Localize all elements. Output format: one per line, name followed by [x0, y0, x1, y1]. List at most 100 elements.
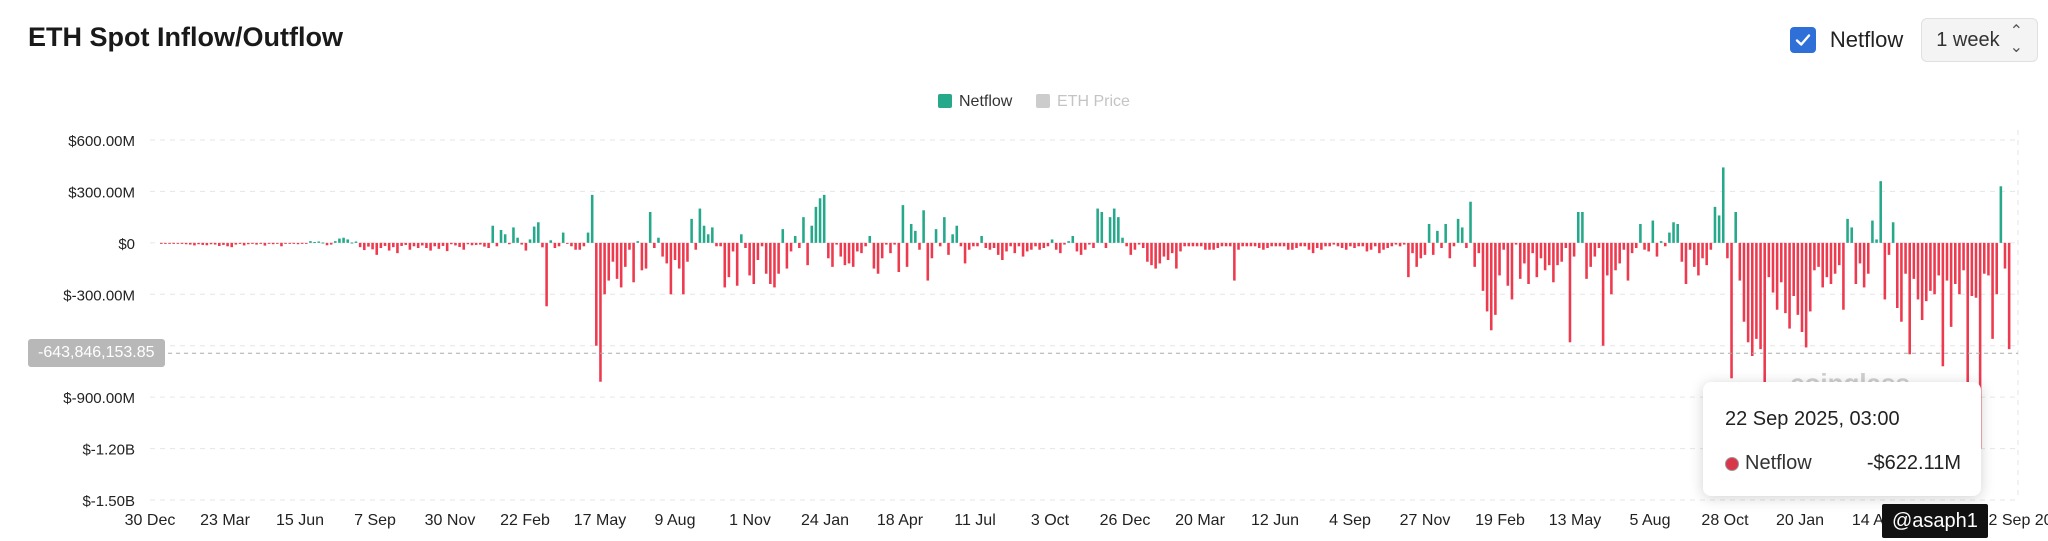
netflow-bar[interactable]: [922, 210, 925, 243]
netflow-bar[interactable]: [1477, 242, 1481, 254]
netflow-bar[interactable]: [1817, 242, 1820, 267]
netflow-bar[interactable]: [404, 242, 408, 245]
netflow-bar[interactable]: [947, 242, 950, 255]
netflow-bar[interactable]: [901, 205, 905, 243]
netflow-bar[interactable]: [748, 242, 751, 276]
netflow-bar[interactable]: [1452, 242, 1456, 247]
netflow-bar[interactable]: [1481, 242, 1485, 291]
netflow-bar[interactable]: [1539, 242, 1543, 259]
netflow-bar[interactable]: [1436, 230, 1439, 243]
netflow-bar[interactable]: [740, 234, 743, 243]
netflow-bar[interactable]: [636, 241, 640, 243]
netflow-bar[interactable]: [1639, 224, 1642, 243]
netflow-bar[interactable]: [1175, 242, 1178, 269]
netflow-bar[interactable]: [1336, 242, 1340, 247]
netflow-bar[interactable]: [2003, 242, 2007, 269]
netflow-bar[interactable]: [392, 242, 395, 248]
netflow-bar[interactable]: [284, 242, 287, 244]
netflow-bar[interactable]: [847, 242, 851, 264]
netflow-bar[interactable]: [1763, 242, 1766, 384]
netflow-bar[interactable]: [1771, 242, 1775, 293]
netflow-bar[interactable]: [1274, 242, 1278, 247]
netflow-bar[interactable]: [2007, 242, 2011, 350]
netflow-bar[interactable]: [1547, 242, 1551, 266]
netflow-bar[interactable]: [1900, 242, 1903, 322]
netflow-bar[interactable]: [1092, 242, 1095, 248]
netflow-bar[interactable]: [632, 242, 635, 283]
netflow-bar[interactable]: [1208, 242, 1211, 250]
netflow-bar[interactable]: [1386, 242, 1389, 248]
netflow-bar[interactable]: [831, 242, 834, 267]
netflow-bar[interactable]: [1908, 242, 1911, 355]
netflow-bar[interactable]: [1792, 242, 1795, 296]
netflow-bar[interactable]: [1937, 242, 1940, 276]
netflow-bar[interactable]: [706, 234, 710, 243]
netflow-bar[interactable]: [532, 226, 536, 243]
netflow-bar[interactable]: [1680, 242, 1684, 262]
netflow-bar[interactable]: [557, 242, 561, 247]
netflow-bar[interactable]: [1568, 242, 1572, 343]
netflow-bar[interactable]: [1543, 242, 1547, 271]
netflow-bar[interactable]: [433, 242, 437, 247]
netflow-bar[interactable]: [760, 242, 764, 247]
netflow-bar[interactable]: [955, 225, 959, 243]
netflow-bar[interactable]: [1245, 242, 1249, 247]
netflow-bar[interactable]: [1100, 212, 1104, 243]
netflow-bar[interactable]: [251, 242, 254, 244]
netflow-bar[interactable]: [1311, 242, 1315, 254]
netflow-bar[interactable]: [880, 242, 884, 259]
netflow-bar[interactable]: [247, 242, 250, 245]
netflow-bar[interactable]: [367, 242, 370, 247]
netflow-bar[interactable]: [835, 242, 838, 245]
netflow-bar[interactable]: [1688, 242, 1692, 250]
netflow-bar[interactable]: [1398, 242, 1402, 247]
netflow-bar[interactable]: [1676, 224, 1679, 243]
netflow-bar[interactable]: [180, 242, 184, 244]
netflow-bar[interactable]: [967, 242, 971, 250]
netflow-bar[interactable]: [1249, 242, 1253, 247]
netflow-bar[interactable]: [1295, 242, 1298, 248]
netflow-bar[interactable]: [1755, 242, 1758, 339]
netflow-bar[interactable]: [317, 241, 321, 243]
netflow-bar[interactable]: [934, 229, 938, 243]
netflow-bar[interactable]: [1531, 242, 1534, 254]
netflow-bar[interactable]: [1170, 242, 1174, 254]
netflow-bar[interactable]: [976, 242, 979, 247]
netflow-bar[interactable]: [213, 242, 217, 245]
netflow-bar[interactable]: [711, 227, 714, 243]
netflow-bar[interactable]: [1738, 242, 1742, 281]
netflow-bar[interactable]: [1945, 242, 1949, 281]
netflow-bar[interactable]: [1286, 242, 1290, 250]
netflow-bar[interactable]: [483, 242, 486, 247]
netflow-bar[interactable]: [305, 242, 308, 244]
netflow-bar[interactable]: [350, 242, 354, 244]
netflow-bar[interactable]: [1655, 242, 1659, 257]
netflow-bar[interactable]: [197, 242, 200, 245]
netflow-bar[interactable]: [450, 242, 453, 245]
netflow-bar[interactable]: [1535, 242, 1539, 278]
netflow-bar[interactable]: [1141, 242, 1145, 248]
netflow-bar[interactable]: [1891, 222, 1895, 243]
netflow-bar[interactable]: [416, 242, 420, 248]
legend-item[interactable]: ETH Price: [1036, 93, 1130, 110]
netflow-bar[interactable]: [288, 242, 292, 244]
netflow-bar[interactable]: [512, 227, 515, 243]
netflow-bar[interactable]: [839, 242, 843, 257]
netflow-bar[interactable]: [1605, 242, 1609, 276]
netflow-bar[interactable]: [818, 198, 822, 243]
netflow-bar[interactable]: [731, 242, 735, 252]
netflow-bar[interactable]: [1042, 242, 1046, 248]
netflow-bar[interactable]: [561, 232, 565, 243]
netflow-bar[interactable]: [209, 242, 213, 245]
netflow-bar[interactable]: [276, 242, 279, 244]
netflow-bar[interactable]: [938, 242, 942, 247]
netflow-bar[interactable]: [259, 242, 263, 244]
netflow-bar[interactable]: [491, 225, 495, 243]
netflow-bar[interactable]: [992, 242, 996, 248]
netflow-bar[interactable]: [1021, 242, 1025, 257]
netflow-bar[interactable]: [1489, 242, 1493, 331]
netflow-bar[interactable]: [1158, 242, 1162, 264]
netflow-bar[interactable]: [1962, 242, 1965, 271]
netflow-bar[interactable]: [1941, 242, 1945, 367]
netflow-bar[interactable]: [735, 242, 739, 286]
